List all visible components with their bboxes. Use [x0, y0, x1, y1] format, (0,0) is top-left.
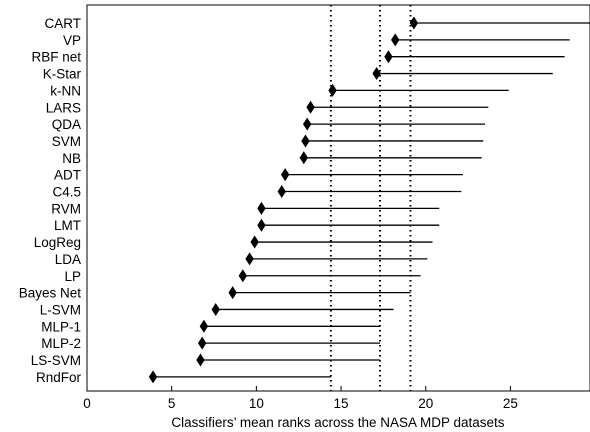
- rank-marker-logreg: [250, 235, 259, 249]
- rank-marker-bayes-net: [228, 286, 237, 300]
- rank-marker-k-star: [372, 67, 381, 81]
- x-tick-label-15: 15: [334, 396, 349, 411]
- x-tick-label-5: 5: [168, 396, 176, 411]
- x-tick-label-0: 0: [83, 396, 91, 411]
- classifier-label-lda: LDA: [55, 252, 81, 267]
- classifier-label-bayes-net: Bayes Net: [19, 286, 82, 301]
- classifier-label-ls-svm: LS-SVM: [31, 353, 81, 368]
- rank-marker-l-svm: [211, 302, 220, 316]
- rank-marker-rndfor: [148, 370, 158, 384]
- rank-intervals: [148, 16, 590, 384]
- x-tick-label-20: 20: [418, 396, 433, 411]
- rank-marker-svm: [301, 134, 310, 148]
- classifier-label-rbf-net: RBF net: [31, 50, 81, 65]
- rank-marker-nb: [299, 151, 308, 165]
- x-tick-label-10: 10: [249, 396, 264, 411]
- rank-marker-cart: [409, 16, 419, 30]
- rank-marker-qda: [302, 117, 312, 131]
- classifier-label-cart: CART: [44, 16, 81, 31]
- rank-marker-vp: [391, 33, 400, 47]
- classifier-label-logreg: LogReg: [34, 235, 81, 250]
- classifier-label-rvm: RVM: [51, 201, 81, 216]
- x-tick-label-25: 25: [503, 396, 518, 411]
- classifier-label-lars: LARS: [46, 100, 81, 115]
- rank-marker-adt: [280, 168, 290, 182]
- classifier-label-c4-5: C4.5: [52, 185, 81, 200]
- classifier-label-mlp-1: MLP-1: [41, 319, 81, 334]
- classifier-label-svm: SVM: [52, 134, 81, 149]
- rank-marker-lp: [238, 269, 248, 283]
- classifier-label-adt: ADT: [54, 168, 81, 183]
- x-axis-ticks: 0 5 10 15 20 25: [83, 386, 518, 411]
- rank-marker-rvm: [257, 201, 266, 215]
- classifier-label-nb: NB: [62, 151, 81, 166]
- classifier-label-k-nn: k-NN: [50, 83, 81, 98]
- rank-marker-c4-5: [277, 185, 286, 198]
- rank-marker-ls-svm: [196, 353, 205, 367]
- classifier-label-vp: VP: [63, 33, 81, 48]
- classifier-label-rndfor: RndFor: [36, 370, 82, 385]
- rank-marker-mlp-2: [197, 336, 207, 350]
- classifier-label-mlp-2: MLP-2: [41, 336, 81, 351]
- classifier-label-qda: QDA: [52, 117, 81, 132]
- classifier-label-lmt: LMT: [54, 218, 81, 233]
- x-axis-title: Classifiers’ mean ranks across the NASA …: [171, 415, 504, 430]
- rank-marker-lda: [245, 252, 254, 266]
- rank-marker-k-nn: [328, 83, 337, 97]
- plot-area: [86, 4, 590, 392]
- classifier-label-l-svm: L-SVM: [40, 302, 81, 317]
- classifier-label-k-star: K-Star: [43, 67, 82, 82]
- rank-marker-mlp-1: [199, 319, 209, 333]
- rank-marker-lars: [306, 100, 315, 114]
- rank-marker-lmt: [257, 218, 266, 232]
- rank-marker-rbf-net: [384, 50, 393, 64]
- classifier-label-lp: LP: [64, 269, 81, 284]
